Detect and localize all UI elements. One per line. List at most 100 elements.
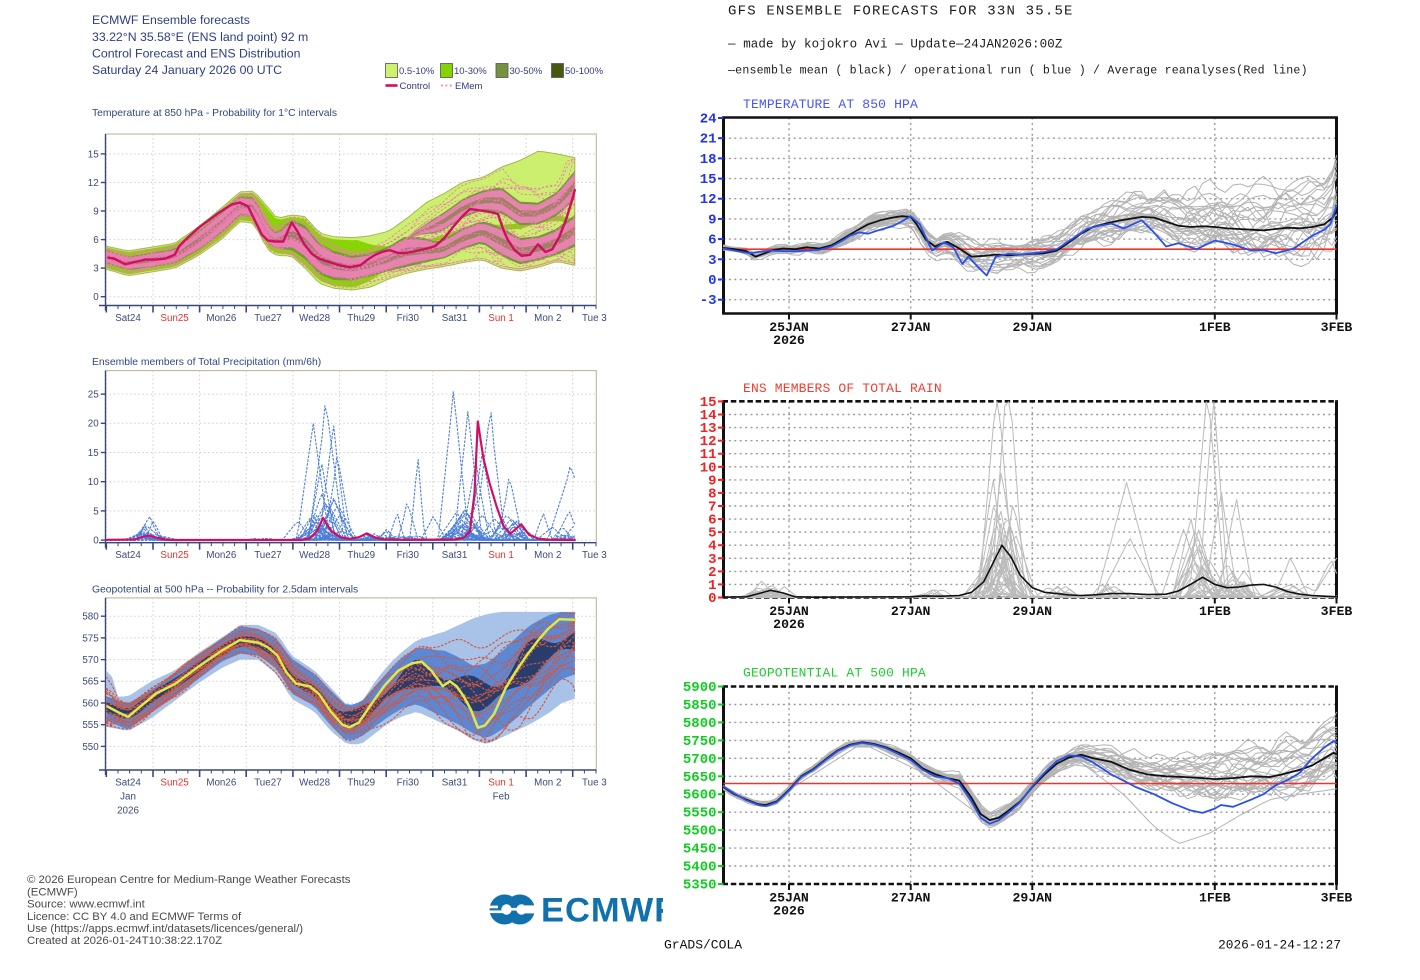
svg-text:20: 20 <box>88 419 99 430</box>
svg-text:Wed28: Wed28 <box>299 313 330 324</box>
svg-text:2026-01-24-12:27: 2026-01-24-12:27 <box>1218 938 1341 953</box>
svg-text:TEMPERATURE AT 850 HPA: TEMPERATURE AT 850 HPA <box>743 97 918 112</box>
svg-text:Tue 3: Tue 3 <box>582 313 607 324</box>
svg-text:14: 14 <box>700 408 717 424</box>
svg-text:9: 9 <box>708 212 716 228</box>
svg-text:4: 4 <box>708 539 716 555</box>
svg-text:EMem: EMem <box>455 81 483 92</box>
svg-text:5900: 5900 <box>683 680 717 696</box>
svg-text:2026: 2026 <box>773 904 805 919</box>
svg-text:Created at 2026-01-24T10:38:22: Created at 2026-01-24T10:38:22.170Z <box>27 935 222 947</box>
svg-text:3FEB: 3FEB <box>1321 604 1353 619</box>
svg-text:Fri30: Fri30 <box>397 550 420 561</box>
svg-text:5: 5 <box>708 526 716 542</box>
svg-text:Temperature at 850 hPa - Proba: Temperature at 850 hPa - Probability for… <box>92 108 337 119</box>
svg-text:GrADS/COLA: GrADS/COLA <box>664 938 742 953</box>
svg-text:27JAN: 27JAN <box>891 604 931 619</box>
svg-text:5650: 5650 <box>683 770 717 786</box>
svg-text:11: 11 <box>700 447 717 463</box>
svg-text:Sun 1: Sun 1 <box>488 550 514 561</box>
svg-text:—ensemble mean ( black) / oper: —ensemble mean ( black) / operational ru… <box>727 65 1308 78</box>
svg-text:3: 3 <box>708 253 716 269</box>
svg-text:560: 560 <box>82 698 99 709</box>
svg-text:5850: 5850 <box>683 698 717 714</box>
svg-text:3: 3 <box>708 552 716 568</box>
svg-text:Fri30: Fri30 <box>397 778 420 789</box>
svg-text:25JAN: 25JAN <box>769 891 809 906</box>
svg-text:Saturday 24 January 2026 00 UT: Saturday 24 January 2026 00 UTC <box>92 63 282 77</box>
svg-text:Sun25: Sun25 <box>160 313 189 324</box>
svg-text:Tue27: Tue27 <box>254 550 281 561</box>
svg-text:5800: 5800 <box>683 716 717 732</box>
svg-text:6: 6 <box>708 233 716 249</box>
svg-text:5350: 5350 <box>683 878 717 894</box>
svg-text:24: 24 <box>700 112 717 128</box>
svg-text:ENS MEMBERS OF TOTAL RAIN: ENS MEMBERS OF TOTAL RAIN <box>743 381 942 396</box>
svg-text:Sun25: Sun25 <box>160 550 189 561</box>
svg-text:1FEB: 1FEB <box>1199 604 1231 619</box>
svg-text:13: 13 <box>700 421 717 437</box>
svg-text:21: 21 <box>700 132 717 148</box>
svg-text:3: 3 <box>93 264 99 275</box>
svg-text:1FEB: 1FEB <box>1199 320 1231 335</box>
svg-text:27JAN: 27JAN <box>891 320 931 335</box>
svg-text:9: 9 <box>93 206 98 217</box>
svg-text:9: 9 <box>708 473 716 489</box>
svg-text:8: 8 <box>708 486 716 502</box>
svg-text:12: 12 <box>88 178 99 189</box>
svg-text:Mon 2: Mon 2 <box>534 778 561 789</box>
svg-text:12: 12 <box>700 192 717 208</box>
svg-text:7: 7 <box>708 500 716 516</box>
svg-text:Tue27: Tue27 <box>254 313 281 324</box>
svg-text:5500: 5500 <box>683 824 717 840</box>
svg-text:Sun25: Sun25 <box>160 778 189 789</box>
svg-text:6: 6 <box>708 513 716 529</box>
svg-text:565: 565 <box>82 677 99 688</box>
svg-text:15: 15 <box>88 448 99 459</box>
svg-text:Sun 1: Sun 1 <box>488 778 514 789</box>
svg-text:© 2026 European Centre for Med: © 2026 European Centre for Medium-Range … <box>27 874 351 886</box>
svg-text:Use (https://apps.ecmwf.int/da: Use (https://apps.ecmwf.int/datasets/lic… <box>27 923 303 935</box>
svg-text:Mon26: Mon26 <box>206 550 237 561</box>
svg-text:6: 6 <box>93 235 99 246</box>
svg-text:Licence: CC BY 4.0 and ECMWF T: Licence: CC BY 4.0 and ECMWF Terms of <box>27 911 242 923</box>
svg-text:18: 18 <box>700 152 717 168</box>
svg-text:ECMWF: ECMWF <box>541 892 676 930</box>
svg-text:15: 15 <box>700 395 717 411</box>
svg-text:Source: www.ecmwf.int: Source: www.ecmwf.int <box>27 899 146 911</box>
svg-text:-3: -3 <box>700 293 717 309</box>
svg-text:10-30%: 10-30% <box>454 66 487 77</box>
svg-text:3FEB: 3FEB <box>1321 320 1353 335</box>
svg-text:10: 10 <box>88 477 99 488</box>
svg-text:Control: Control <box>400 81 431 92</box>
svg-text:575: 575 <box>82 633 99 644</box>
svg-text:Feb: Feb <box>493 792 510 803</box>
svg-text:0: 0 <box>708 273 716 289</box>
svg-text:0: 0 <box>708 591 716 607</box>
svg-text:Thu29: Thu29 <box>347 550 375 561</box>
svg-text:Sat24: Sat24 <box>115 550 141 561</box>
svg-text:0: 0 <box>93 292 99 303</box>
svg-text:Sun 1: Sun 1 <box>488 313 514 324</box>
svg-text:ECMWF Ensemble forecasts: ECMWF Ensemble forecasts <box>92 13 250 27</box>
svg-text:(ECMWF): (ECMWF) <box>27 886 78 898</box>
svg-text:580: 580 <box>82 612 99 623</box>
svg-text:15: 15 <box>700 172 717 188</box>
svg-text:Mon26: Mon26 <box>206 313 237 324</box>
svg-text:GEOPOTENTIAL AT 500 HPA: GEOPOTENTIAL AT 500 HPA <box>743 666 926 681</box>
svg-text:Geopotential at 500 hPa -- Pro: Geopotential at 500 hPa -- Probability f… <box>92 585 358 596</box>
svg-text:27JAN: 27JAN <box>891 891 931 906</box>
svg-text:Fri30: Fri30 <box>397 313 420 324</box>
svg-text:Sat24: Sat24 <box>115 778 141 789</box>
svg-text:Wed28: Wed28 <box>299 778 330 789</box>
svg-text:5750: 5750 <box>683 734 717 750</box>
svg-text:3FEB: 3FEB <box>1321 891 1353 906</box>
svg-text:25: 25 <box>88 390 99 401</box>
svg-text:50-100%: 50-100% <box>565 66 604 77</box>
svg-text:Wed28: Wed28 <box>299 550 330 561</box>
svg-text:Mon 2: Mon 2 <box>534 550 561 561</box>
svg-text:30-50%: 30-50% <box>510 66 543 77</box>
svg-text:5700: 5700 <box>683 752 717 768</box>
svg-text:33.22°N 35.58°E (ENS land poin: 33.22°N 35.58°E (ENS land point) 92 m <box>92 30 308 44</box>
svg-text:2026: 2026 <box>117 806 139 817</box>
